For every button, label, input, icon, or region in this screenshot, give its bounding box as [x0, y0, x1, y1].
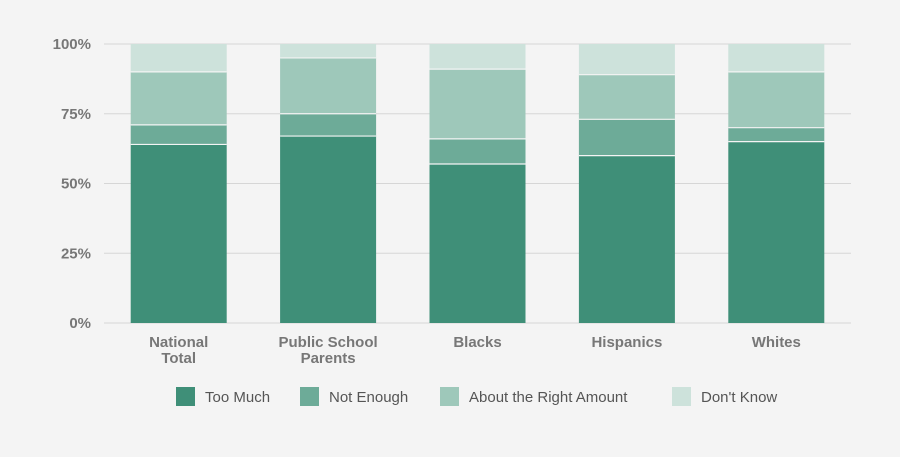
bar-segment-not-enough: [280, 113, 377, 137]
bar-segment-not-enough: [429, 138, 526, 164]
bar-segment-about-the-right-amount: [578, 74, 675, 120]
x-tick-label: Whites: [752, 334, 801, 351]
legend-item-too-much: Too Much: [176, 387, 270, 406]
bar-segment-too-much: [429, 163, 526, 323]
y-tick-label: 75%: [61, 106, 91, 123]
x-tick-label: Blacks: [453, 334, 501, 351]
bar-segment-too-much: [578, 155, 675, 323]
bar-segment-about-the-right-amount: [130, 71, 227, 125]
legend-swatch: [176, 387, 195, 406]
legend-item-don-t-know: Don't Know: [672, 387, 777, 406]
x-tick-label: National Total: [149, 334, 208, 367]
legend-swatch: [300, 387, 319, 406]
y-tick-label: 0%: [69, 315, 91, 332]
bar-segment-don-t-know: [578, 44, 675, 75]
bar-segment-not-enough: [728, 127, 825, 142]
x-tick-label-line: Whites: [752, 334, 801, 351]
y-tick-label: 100%: [53, 36, 91, 53]
y-axis-ticks: 0% 25% 50% 75% 100%: [53, 36, 91, 332]
bars: [130, 44, 825, 323]
bar-segment-about-the-right-amount: [728, 71, 825, 128]
bar-segment-don-t-know: [429, 44, 526, 70]
x-tick-label-line: Public School: [279, 334, 378, 351]
legend-label: About the Right Amount: [469, 389, 628, 406]
x-tick-label-line: National: [149, 334, 208, 351]
bar-segment-about-the-right-amount: [429, 69, 526, 139]
bar-segment-too-much: [728, 141, 825, 323]
x-tick-label-line: Hispanics: [591, 334, 662, 351]
bar-segment-too-much: [130, 144, 227, 323]
y-tick-label: 25%: [61, 245, 91, 262]
legend-label: Too Much: [205, 389, 270, 406]
bar-segment-don-t-know: [130, 44, 227, 72]
legend-swatch: [440, 387, 459, 406]
legend-label: Not Enough: [329, 389, 408, 406]
legend-swatch: [672, 387, 691, 406]
y-tick-label: 50%: [61, 176, 91, 193]
bar-segment-too-much: [280, 136, 377, 323]
x-axis-ticks: National Total Public School Parents Blacks H…: [149, 334, 801, 367]
legend-label: Don't Know: [701, 389, 777, 406]
x-tick-label-line: Total: [161, 350, 196, 367]
legend-item-not-enough: Not Enough: [300, 387, 408, 406]
bar-segment-don-t-know: [728, 44, 825, 72]
bar-segment-don-t-know: [280, 44, 377, 58]
bar-segment-not-enough: [130, 124, 227, 145]
x-tick-label: Hispanics: [591, 334, 662, 351]
bar-segment-about-the-right-amount: [280, 57, 377, 114]
bar-segment-not-enough: [578, 119, 675, 156]
x-tick-label: Public School Parents: [279, 334, 378, 367]
x-tick-label-line: Parents: [301, 350, 356, 367]
legend: Too Much Not Enough About the Right Amount…: [176, 387, 777, 406]
legend-item-about-the-right-amount: About the Right Amount: [440, 387, 628, 406]
x-tick-label-line: Blacks: [453, 334, 501, 351]
